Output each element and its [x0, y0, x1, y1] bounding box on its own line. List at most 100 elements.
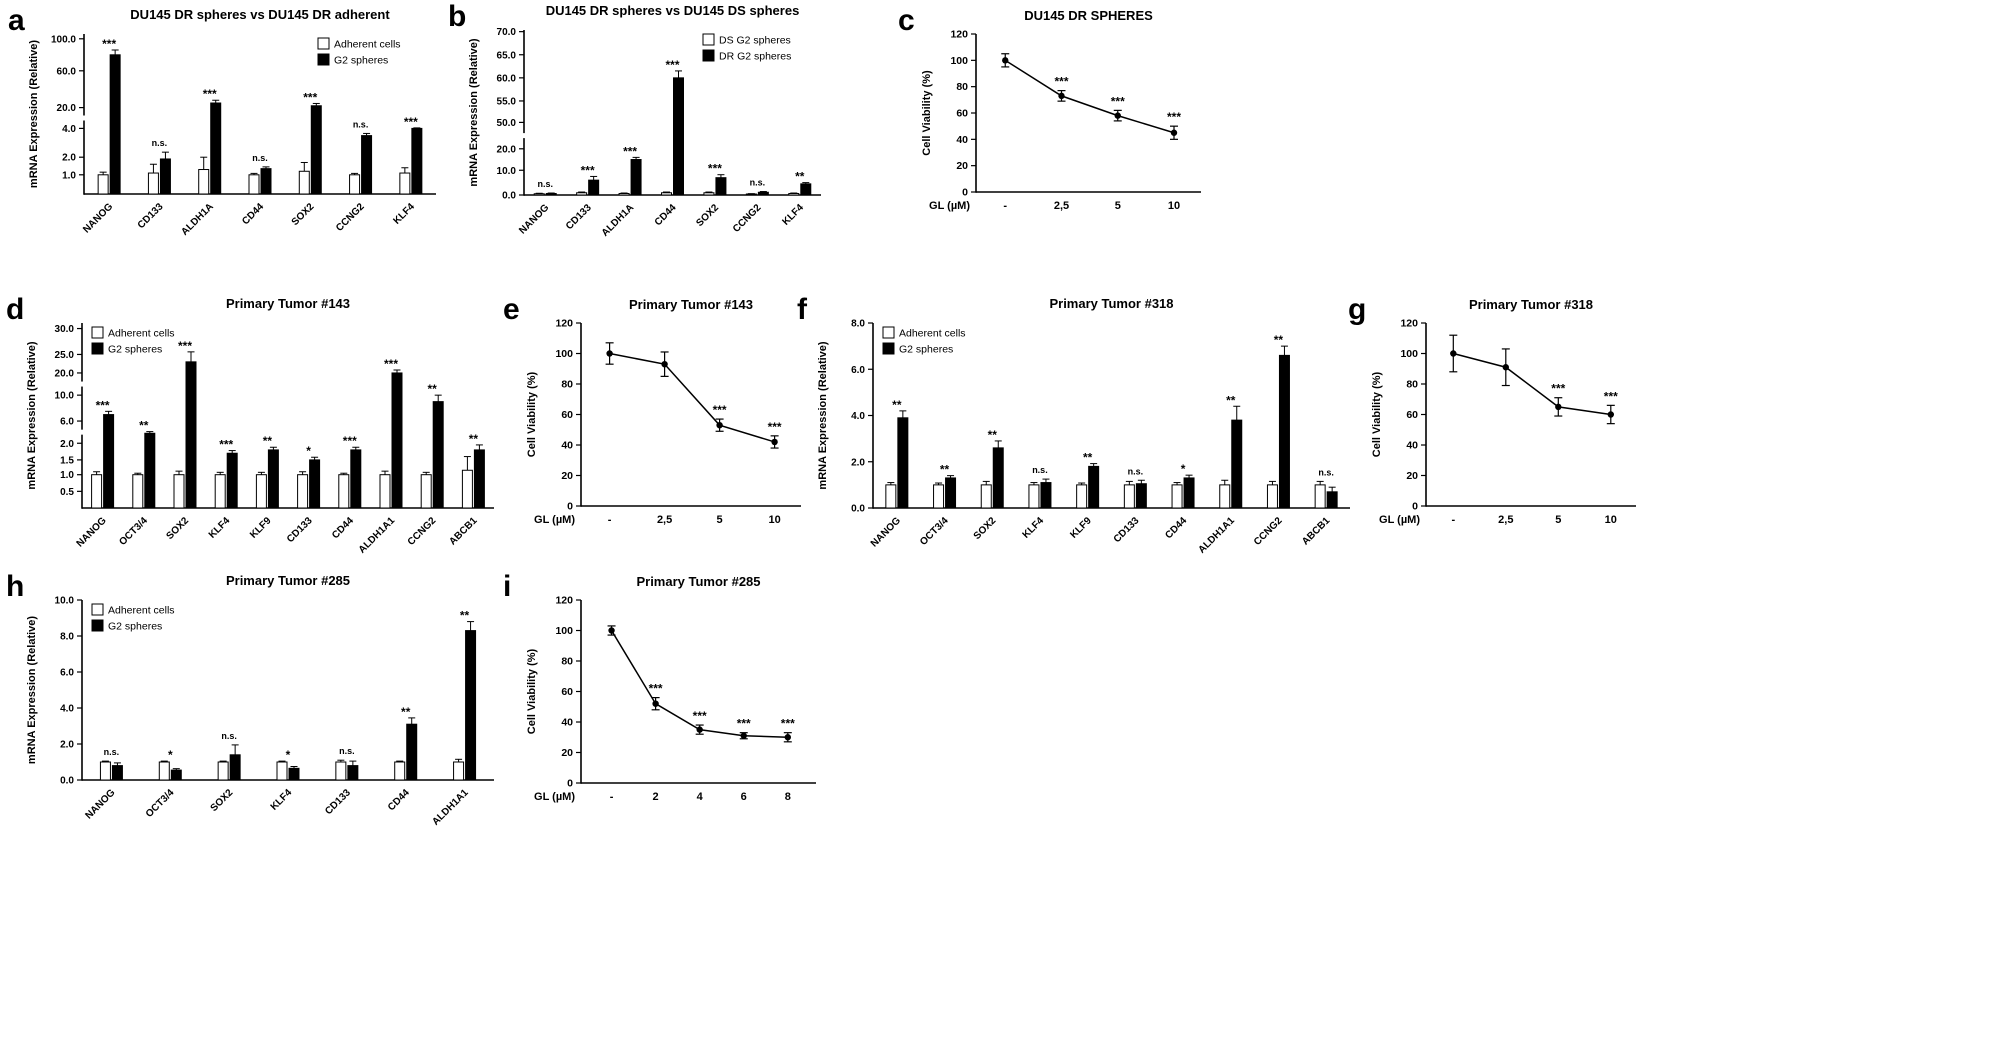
svg-text:-: - — [1451, 514, 1455, 526]
svg-text:80: 80 — [561, 378, 573, 390]
panel-f: f Primary Tumor #318 mRNA Expression (Rel… — [797, 293, 1358, 573]
svg-text:80: 80 — [1406, 378, 1418, 390]
svg-text:OCT3/4: OCT3/4 — [144, 787, 177, 820]
svg-text:**: ** — [1083, 451, 1093, 465]
svg-text:*: * — [286, 748, 291, 762]
svg-text:KLF4: KLF4 — [207, 515, 233, 541]
svg-text:0.0: 0.0 — [502, 191, 516, 202]
svg-text:100: 100 — [950, 55, 968, 67]
svg-text:1.5: 1.5 — [60, 455, 74, 466]
svg-text:1.0: 1.0 — [62, 170, 76, 181]
svg-text:G2 spheres: G2 spheres — [108, 344, 162, 356]
panel-a: a DU145 DR spheres vs DU145 DR adherent m… — [8, 4, 444, 259]
svg-text:***: *** — [1111, 94, 1125, 108]
svg-text:120: 120 — [555, 318, 573, 330]
svg-text:80: 80 — [561, 655, 573, 667]
svg-text:ALDH1A1: ALDH1A1 — [430, 787, 471, 828]
svg-text:ALDH1A: ALDH1A — [179, 201, 215, 237]
svg-text:**: ** — [1274, 333, 1284, 347]
svg-text:mRNA Expression (Relative): mRNA Expression (Relative) — [26, 616, 38, 764]
svg-text:DR G2 spheres: DR G2 spheres — [719, 51, 791, 63]
svg-text:0.0: 0.0 — [60, 776, 74, 787]
svg-text:CD133: CD133 — [564, 202, 594, 232]
svg-text:GL (µM): GL (µM) — [534, 791, 575, 803]
svg-text:***: *** — [404, 115, 418, 129]
svg-text:n.s.: n.s. — [252, 153, 268, 163]
svg-text:10.0: 10.0 — [497, 166, 517, 177]
svg-text:DS G2 spheres: DS G2 spheres — [719, 35, 791, 47]
panel-g-letter: g — [1348, 293, 1367, 326]
svg-text:60.0: 60.0 — [57, 66, 77, 77]
svg-text:SOX2: SOX2 — [694, 202, 721, 229]
svg-text:Cell Viability (%): Cell Viability (%) — [526, 371, 538, 457]
chart-f-svg: Primary Tumor #318 mRNA Expression (Relat… — [817, 296, 1350, 556]
svg-text:**: ** — [401, 705, 411, 719]
svg-text:n.s.: n.s. — [1032, 465, 1048, 475]
svg-text:Primary Tumor #318: Primary Tumor #318 — [1469, 297, 1593, 312]
svg-text:0: 0 — [567, 778, 573, 790]
svg-text:SOX2: SOX2 — [209, 787, 236, 814]
chart-e-svg: Primary Tumor #143 Cell Viability (%) 0 20 4… — [526, 297, 801, 526]
svg-text:NANOG: NANOG — [517, 202, 551, 236]
svg-text:OCT3/4: OCT3/4 — [918, 515, 951, 548]
svg-text:DU145 DR spheres vs DU145 DS s: DU145 DR spheres vs DU145 DS spheres — [546, 3, 800, 18]
svg-text:4.0: 4.0 — [60, 704, 74, 715]
svg-text:n.s.: n.s. — [104, 747, 120, 757]
svg-text:SOX2: SOX2 — [164, 515, 191, 542]
svg-text:2,5: 2,5 — [1054, 200, 1069, 212]
svg-text:Adherent cells: Adherent cells — [108, 328, 175, 340]
svg-text:6.0: 6.0 — [851, 365, 865, 376]
svg-text:mRNA Expression (Relative): mRNA Expression (Relative) — [817, 341, 829, 489]
svg-text:10: 10 — [768, 514, 780, 526]
svg-text:6: 6 — [741, 791, 747, 803]
svg-text:ABCB1: ABCB1 — [447, 515, 479, 547]
svg-text:DU145 DR SPHERES: DU145 DR SPHERES — [1024, 8, 1153, 23]
panel-b: b DU145 DR spheres vs DU145 DS spheres mR… — [448, 0, 829, 260]
svg-text:***: *** — [693, 709, 707, 723]
svg-text:**: ** — [428, 382, 438, 396]
svg-text:40: 40 — [1406, 440, 1418, 452]
panel-b-letter: b — [448, 0, 467, 33]
chart-i-svg: Primary Tumor #285 Cell Viability (%) 0 20 4… — [526, 574, 816, 803]
svg-text:5: 5 — [1115, 200, 1121, 212]
svg-text:**: ** — [988, 428, 998, 442]
svg-text:n.s.: n.s. — [1318, 467, 1334, 477]
svg-text:Primary Tumor #143: Primary Tumor #143 — [629, 297, 753, 312]
svg-text:10: 10 — [1605, 514, 1617, 526]
line-chart-primary-tumor-285-viability: Primary Tumor #285 Cell Viability (%) 0 20 4… — [519, 570, 834, 840]
svg-text:40: 40 — [956, 134, 968, 146]
svg-text:CD44: CD44 — [240, 201, 266, 227]
line-chart-primary-tumor-318-viability: Primary Tumor #318 Cell Viability (%) 0 20 4… — [1364, 293, 1654, 563]
svg-text:40: 40 — [561, 717, 573, 729]
svg-text:10.0: 10.0 — [55, 391, 75, 402]
bar-chart-primary-tumor-285: Primary Tumor #285 mRNA Expression (Relat… — [22, 570, 502, 845]
panel-e: e Primary Tumor #143 Cell Viability (%) 0 2… — [503, 293, 819, 563]
svg-text:**: ** — [460, 609, 470, 623]
svg-text:KLF9: KLF9 — [1068, 515, 1094, 541]
svg-text:n.s.: n.s. — [152, 138, 168, 148]
svg-text:***: *** — [343, 434, 357, 448]
bar-chart-du145-dr-vs-ds-spheres: DU145 DR spheres vs DU145 DS spheres mRNA… — [464, 0, 829, 260]
svg-text:***: *** — [768, 420, 782, 434]
svg-text:0.5: 0.5 — [60, 487, 74, 498]
svg-text:CD133: CD133 — [285, 515, 315, 545]
chart-b-svg: DU145 DR spheres vs DU145 DS spheres mRNA… — [468, 3, 821, 239]
svg-text:6.0: 6.0 — [60, 417, 74, 428]
svg-text:2,5: 2,5 — [1498, 514, 1513, 526]
svg-text:Adherent cells: Adherent cells — [334, 39, 401, 51]
svg-text:n.s.: n.s. — [537, 179, 553, 189]
svg-text:GL (µM): GL (µM) — [1379, 514, 1420, 526]
svg-text:OCT3/4: OCT3/4 — [117, 515, 150, 548]
svg-text:2.0: 2.0 — [60, 740, 74, 751]
svg-text:100: 100 — [555, 348, 573, 360]
chart-c-svg: DU145 DR SPHERES Cell Viability (%) 0 20 40 6… — [921, 8, 1201, 212]
svg-text:ABCB1: ABCB1 — [1300, 515, 1332, 547]
svg-text:***: *** — [178, 339, 192, 353]
svg-text:n.s.: n.s. — [1128, 466, 1144, 476]
svg-text:6.0: 6.0 — [60, 668, 74, 679]
svg-text:70.0: 70.0 — [497, 27, 517, 38]
bar-chart-primary-tumor-143: Primary Tumor #143 mRNA Expression (Relat… — [22, 293, 502, 573]
svg-text:-: - — [1003, 200, 1007, 212]
panel-d: d Primary Tumor #143 mRNA Expression (Rel… — [6, 293, 502, 573]
svg-text:2: 2 — [653, 791, 659, 803]
